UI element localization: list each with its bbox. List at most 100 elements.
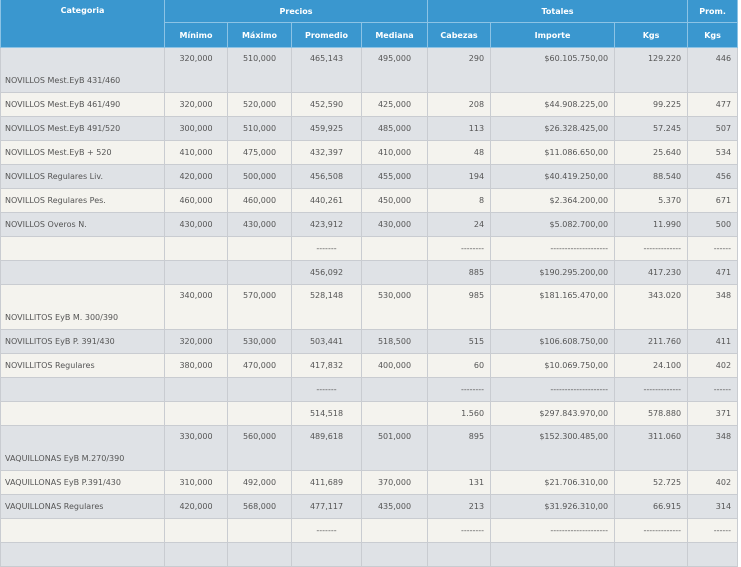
cell-categoria	[0, 260, 165, 285]
cell-kgs: 52.725	[614, 470, 689, 495]
cell-categoria: NOVILLITOS EyB M. 300/390	[0, 284, 165, 330]
cell-importe: $44.908.225,00	[490, 92, 616, 117]
cell-minimo: 320,000	[164, 329, 228, 354]
cell-minimo: 320,000	[164, 92, 228, 117]
cell-kgs: 66.915	[614, 494, 689, 519]
cell-maximo: 470,000	[227, 353, 292, 378]
cell-cabezas: 131	[427, 470, 492, 495]
cell-mediana: 425,000	[360, 92, 429, 117]
cell-minimo: 340,000	[164, 284, 228, 330]
cell-prom-kgs: 402	[687, 353, 739, 378]
cell-prom-kgs: 348	[687, 425, 739, 471]
cell-minimo: 300,000	[164, 116, 228, 141]
cell-mediana: 410,000	[360, 140, 429, 165]
cell-promedio: -------	[291, 236, 362, 261]
cell-maximo: 430,000	[227, 212, 292, 237]
cell-categoria: VAQUILLONAS EyB P.391/430	[0, 470, 165, 495]
cell-promedio: 423,912	[291, 212, 362, 237]
table-row: NOVILLOS Regulares Pes. 460,000 460,000 440…	[0, 188, 739, 213]
table-row: NOVILLOS Overos N. 430,000 430,000 423,912 4…	[0, 212, 739, 237]
cell-categoria: VAQUILLONAS Regulares	[0, 494, 165, 519]
cell-kgs: 57.245	[614, 116, 689, 141]
header-maximo: Máximo	[227, 22, 292, 48]
header-importe: Importe	[490, 22, 616, 48]
cell-promedio: 432,397	[291, 140, 362, 165]
cell-mediana	[360, 260, 429, 285]
cell-kgs: 24.100	[614, 353, 689, 378]
cell-importe: $181.165.470,00	[490, 284, 616, 330]
cell-importe: --------------------	[490, 236, 616, 261]
cell-minimo: 430,000	[164, 212, 228, 237]
header-promedio: Promedio	[291, 22, 362, 48]
cell-promedio: -------	[291, 518, 362, 543]
cell-minimo: 380,000	[164, 353, 228, 378]
cell-mediana: 495,000	[360, 47, 429, 93]
cell-promedio: 459,925	[291, 116, 362, 141]
cell-categoria: VAQUILLONAS EyB M.270/390	[0, 425, 165, 471]
header-totales: Totales	[427, 0, 689, 23]
cell-kgs: 88.540	[614, 164, 689, 189]
cell-maximo: 520,000	[227, 92, 292, 117]
cell-cabezas: --------	[427, 236, 492, 261]
cell-minimo: 420,000	[164, 494, 228, 519]
subtotal-row	[0, 542, 739, 567]
separator-row: ------- -------- -------------------- -----…	[0, 518, 739, 543]
header-categoria: Categoria	[0, 0, 165, 48]
cell-prom-kgs: ------	[687, 377, 739, 402]
cell-prom-kgs: 534	[687, 140, 739, 165]
cell-categoria: NOVILLOS Regulares Liv.	[0, 164, 165, 189]
cell-importe	[490, 542, 616, 567]
cell-promedio: 503,441	[291, 329, 362, 354]
cell-importe: --------------------	[490, 518, 616, 543]
cell-categoria: NOVILLOS Regulares Pes.	[0, 188, 165, 213]
cell-mediana: 370,000	[360, 470, 429, 495]
cell-promedio: 465,143	[291, 47, 362, 93]
cell-prom-kgs: 446	[687, 47, 739, 93]
header-cabezas: Cabezas	[427, 22, 492, 48]
cell-importe: $297.843.970,00	[490, 401, 616, 426]
cell-importe: $26.328.425,00	[490, 116, 616, 141]
cell-promedio: 456,508	[291, 164, 362, 189]
cell-cabezas: 885	[427, 260, 492, 285]
cell-kgs: -------------	[614, 377, 689, 402]
table-row: NOVILLITOS Regulares 380,000 470,000 417,83…	[0, 353, 739, 378]
cell-maximo: 568,000	[227, 494, 292, 519]
cell-promedio: 489,618	[291, 425, 362, 471]
cell-maximo	[227, 236, 292, 261]
cell-cabezas: 8	[427, 188, 492, 213]
cell-kgs: 99.225	[614, 92, 689, 117]
cell-minimo: 420,000	[164, 164, 228, 189]
cell-categoria: NOVILLOS Overos N.	[0, 212, 165, 237]
cell-kgs: 578.880	[614, 401, 689, 426]
header-kgs: Kgs	[614, 22, 689, 48]
cell-maximo	[227, 401, 292, 426]
cell-mediana	[360, 401, 429, 426]
table-row: NOVILLOS Regulares Liv. 420,000 500,000 456…	[0, 164, 739, 189]
cell-cabezas: 213	[427, 494, 492, 519]
cell-promedio: -------	[291, 377, 362, 402]
cell-promedio: 514,518	[291, 401, 362, 426]
cell-kgs: 129.220	[614, 47, 689, 93]
cell-kgs: 343.020	[614, 284, 689, 330]
cell-mediana: 530,000	[360, 284, 429, 330]
table-row: VAQUILLONAS EyB M.270/390 330,000 560,000 4…	[0, 425, 739, 471]
cell-maximo: 510,000	[227, 116, 292, 141]
cell-prom-kgs: 314	[687, 494, 739, 519]
cell-prom-kgs: ------	[687, 236, 739, 261]
header-precios: Precios	[163, 0, 429, 23]
cell-prom-kgs: 471	[687, 260, 739, 285]
cell-importe: --------------------	[490, 377, 616, 402]
cell-kgs: 5.370	[614, 188, 689, 213]
cell-promedio: 477,117	[291, 494, 362, 519]
table-body: NOVILLOS Mest.EyB 431/460 320,000 510,000 4…	[0, 47, 739, 567]
cell-minimo: 310,000	[164, 470, 228, 495]
cell-cabezas: 208	[427, 92, 492, 117]
cell-categoria: NOVILLOS Mest.EyB 461/490	[0, 92, 165, 117]
cell-categoria: NOVILLOS Mest.EyB + 520	[0, 140, 165, 165]
table-row: VAQUILLONAS EyB P.391/430 310,000 492,000 4…	[0, 470, 739, 495]
cell-importe: $106.608.750,00	[490, 329, 616, 354]
cell-maximo: 510,000	[227, 47, 292, 93]
cell-cabezas: 985	[427, 284, 492, 330]
cell-mediana	[360, 377, 429, 402]
cell-prom-kgs: 456	[687, 164, 739, 189]
